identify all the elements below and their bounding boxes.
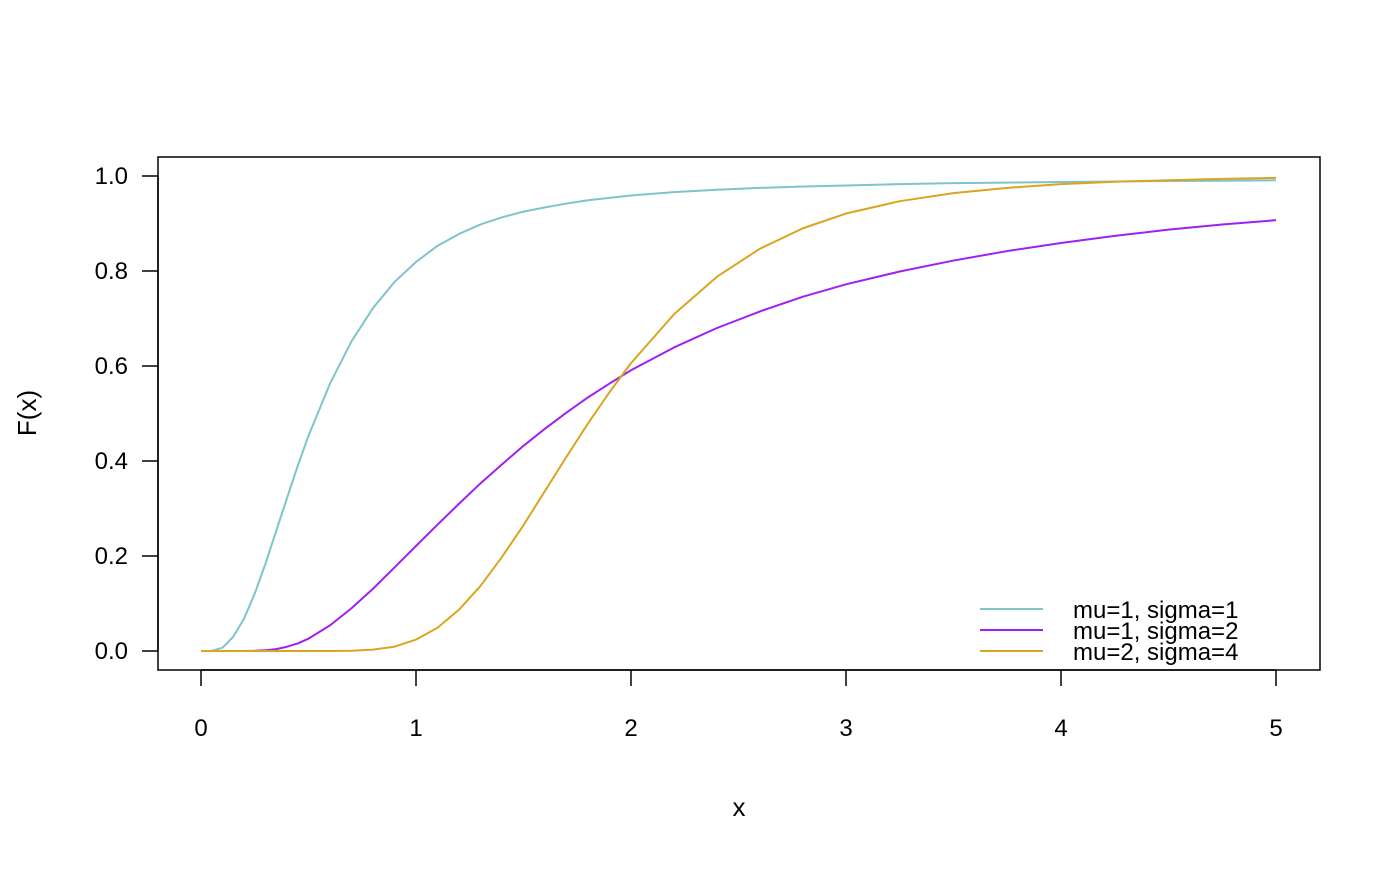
series-layer [200,176,1277,652]
y-tick-label: 0.4 [95,448,128,475]
x-tick-label: 3 [839,715,852,742]
series-line-2 [201,219,1277,652]
series-line-3 [201,176,1277,652]
x-tick-label: 2 [624,715,637,742]
y-tick-label: 0.2 [95,543,128,570]
plot-frame [157,156,1321,671]
y-tick-label: 0.0 [95,638,128,665]
y-tick-label: 0.6 [95,353,128,380]
y-tick-label: 0.8 [95,258,128,285]
legend: mu=1, sigma=1mu=1, sigma=2mu=2, sigma=4 [980,597,1238,666]
x-axis: 0 1 2 3 4 5 [194,669,1283,742]
legend-label-3: mu=2, sigma=4 [1073,639,1238,666]
y-axis-title: F(x) [12,390,42,436]
x-tick-label: 5 [1269,715,1282,742]
legend-label-1: mu=1, sigma=1 [1073,597,1238,624]
x-tick-label: 0 [194,715,207,742]
x-tick-label: 4 [1054,715,1067,742]
x-axis-title: x [733,792,746,822]
series-line-1 [200,179,1277,652]
x-tick-label: 1 [409,715,422,742]
y-axis: 0.0 0.2 0.4 0.6 0.8 1.0 [95,163,159,665]
y-tick-label: 1.0 [95,163,128,190]
legend-label-2: mu=1, sigma=2 [1073,618,1238,645]
